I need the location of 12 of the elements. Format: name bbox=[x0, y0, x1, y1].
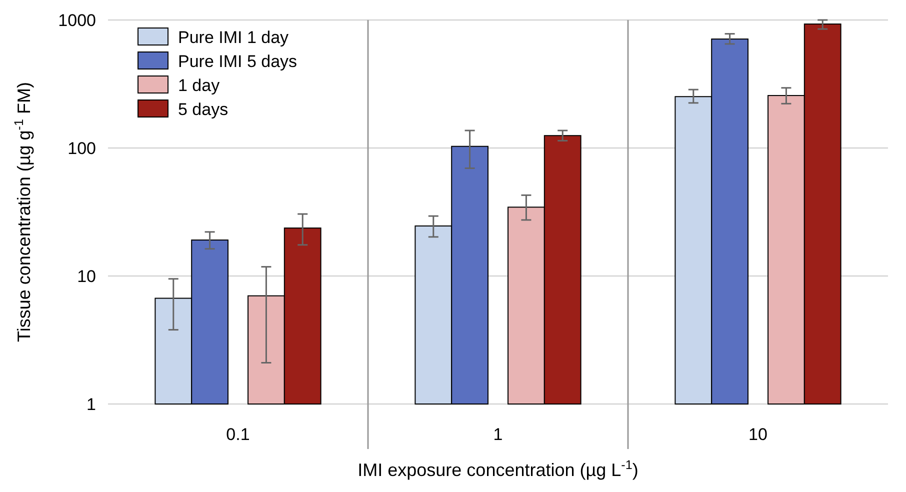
y-tick-label: 10 bbox=[77, 266, 96, 286]
x-tick-label: 1 bbox=[493, 424, 503, 444]
legend-label: 5 days bbox=[178, 100, 228, 119]
legend-label: Pure IMI 1 day bbox=[178, 28, 290, 47]
x-tick-label: 10 bbox=[748, 424, 768, 444]
y-tick-label: 1000 bbox=[58, 10, 96, 30]
legend-label: 1 day bbox=[178, 76, 220, 95]
y-tick-label: 100 bbox=[68, 138, 96, 158]
y-tick-label: 1 bbox=[86, 394, 96, 414]
x-tick-label: 0.1 bbox=[226, 424, 250, 444]
legend-label: Pure IMI 5 days bbox=[178, 52, 298, 71]
x-axis-title: IMI exposure concentration (µg L$^{-1}$) bbox=[358, 458, 638, 480]
